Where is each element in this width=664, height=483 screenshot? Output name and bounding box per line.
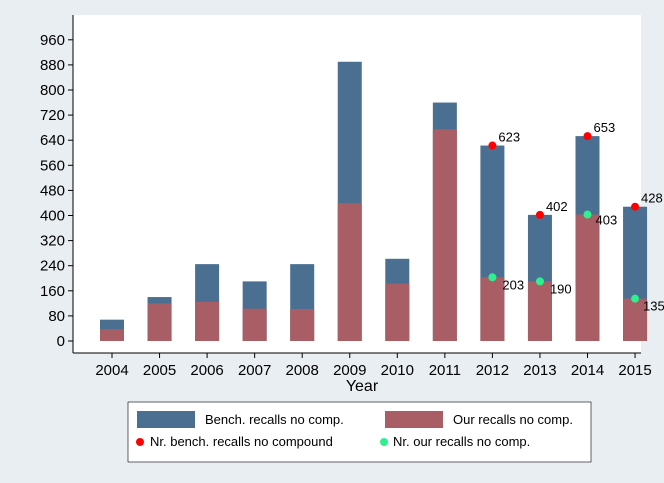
x-tick-label: 2011 xyxy=(429,362,461,379)
x-tick-label: 2012 xyxy=(476,362,509,379)
legend-dot-our-count xyxy=(380,438,388,446)
legend-label-our-count: Nr. our recalls no comp. xyxy=(393,434,530,449)
bar-our-2007 xyxy=(242,308,267,341)
bar-our-2015 xyxy=(623,298,648,341)
data-label-our-2013: 190 xyxy=(550,281,572,296)
bar-our-2008 xyxy=(290,308,315,341)
bar-our-2012 xyxy=(480,277,505,341)
legend-label-bench-count: Nr. bench. recalls no compound xyxy=(150,434,333,449)
x-tick-label: 2015 xyxy=(618,362,651,379)
marker-bench-count-2014 xyxy=(583,132,592,141)
marker-our-count-2012 xyxy=(488,273,497,282)
y-tick-label: 400 xyxy=(40,208,65,225)
legend-label-our: Our recalls no comp. xyxy=(453,412,573,427)
y-tick-label: 560 xyxy=(40,157,65,174)
y-tick-label: 640 xyxy=(40,132,65,149)
y-tick-label: 160 xyxy=(40,283,65,300)
marker-our-count-2015 xyxy=(631,294,640,303)
x-tick-label: 2005 xyxy=(143,362,176,379)
axes-layer: 0 80 160 240 320 400 480 560 640 720 800 880 960 2004… xyxy=(40,15,652,379)
x-tick-label: 2008 xyxy=(286,362,319,379)
x-tick-label: 2014 xyxy=(571,362,604,379)
bars-layer xyxy=(100,61,648,341)
x-tick-label: 2013 xyxy=(523,362,556,379)
x-tick-label: 2006 xyxy=(190,362,223,379)
bar-our-2005 xyxy=(147,303,172,341)
y-tick-label: 880 xyxy=(40,57,65,74)
legend: Bench. recalls no comp. Our recalls no c… xyxy=(127,401,592,463)
y-tick-label: 80 xyxy=(48,308,65,325)
data-label-bench-2014: 653 xyxy=(594,120,616,135)
legend-dot-bench-count xyxy=(136,438,144,446)
bar-our-2011 xyxy=(432,129,457,341)
data-label-our-2014: 403 xyxy=(596,213,618,228)
markers-layer: 623 402 653 428 203 190 403 135 xyxy=(488,120,664,314)
bar-our-2009 xyxy=(337,202,362,341)
bar-our-2014 xyxy=(575,214,600,341)
legend-swatch-our xyxy=(385,411,443,428)
x-tick-label: 2009 xyxy=(333,362,366,379)
legend-swatch-bench xyxy=(137,411,195,428)
y-tick-label: 0 xyxy=(57,333,65,350)
y-tick-label: 720 xyxy=(40,107,65,124)
x-tick-label: 2007 xyxy=(238,362,271,379)
y-tick-label: 800 xyxy=(40,82,65,99)
x-tick-label: 2004 xyxy=(95,362,128,379)
y-tick-label: 240 xyxy=(40,258,65,275)
legend-box xyxy=(127,401,592,463)
marker-bench-count-2015 xyxy=(631,202,640,211)
y-tick-label: 960 xyxy=(40,32,65,49)
legend-label-bench: Bench. recalls no comp. xyxy=(205,412,344,427)
data-label-our-2015: 135 xyxy=(643,299,664,314)
x-tick-label: 2010 xyxy=(381,362,414,379)
bar-our-2013 xyxy=(527,281,552,341)
bar-our-2004 xyxy=(100,329,124,341)
data-label-our-2012: 203 xyxy=(502,277,524,292)
x-axis-title: Year xyxy=(346,378,379,395)
marker-our-count-2014 xyxy=(583,210,592,219)
data-label-bench-2012: 623 xyxy=(498,130,520,145)
y-tick-label: 480 xyxy=(40,182,65,199)
marker-our-count-2013 xyxy=(535,277,544,286)
data-label-bench-2013: 402 xyxy=(546,199,568,214)
y-tick-label: 320 xyxy=(40,233,65,250)
data-label-bench-2015: 428 xyxy=(641,191,663,206)
bar-our-2006 xyxy=(195,301,220,341)
marker-bench-count-2013 xyxy=(535,210,544,219)
marker-bench-count-2012 xyxy=(488,141,497,150)
bar-our-2010 xyxy=(385,283,410,341)
